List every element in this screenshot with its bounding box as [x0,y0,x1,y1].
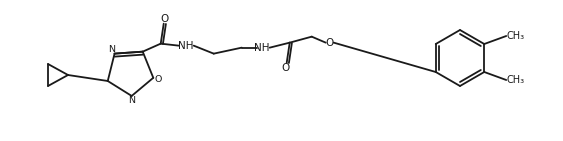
Text: N: N [128,96,136,105]
Text: NH: NH [178,41,194,51]
Text: CH₃: CH₃ [506,31,524,41]
Text: N: N [108,45,115,54]
Text: NH: NH [254,43,270,53]
Text: O: O [325,38,334,48]
Text: O: O [154,74,162,83]
Text: CH₃: CH₃ [506,75,524,85]
Text: O: O [160,14,169,24]
Text: O: O [282,63,290,73]
